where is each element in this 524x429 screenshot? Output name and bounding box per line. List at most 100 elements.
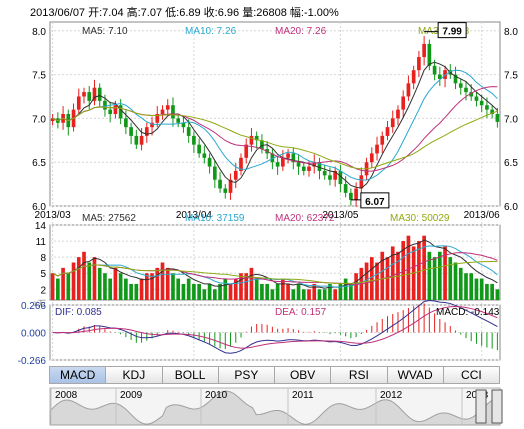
macd-value-label: MACD: -0.143 <box>436 307 500 318</box>
candle-body <box>212 166 217 180</box>
candle-body <box>249 135 254 145</box>
candle-body <box>317 162 322 171</box>
volume-bar <box>417 241 421 300</box>
volume-bar <box>385 257 390 300</box>
price-ma30-line <box>52 106 498 170</box>
candle-body <box>118 105 123 119</box>
volume-bar <box>338 283 343 300</box>
volume-bar <box>443 246 447 300</box>
price-y-tick-right: 7.0 <box>504 114 518 125</box>
volume-bar <box>176 278 181 300</box>
volume-bar <box>270 289 275 300</box>
candle-body <box>171 105 175 119</box>
candle-body <box>469 92 474 97</box>
tab-cci[interactable]: CCI <box>442 366 500 384</box>
candle-body <box>458 83 463 88</box>
candle-body <box>296 162 301 167</box>
candle-body <box>474 96 479 101</box>
tab-wvad[interactable]: WVAD <box>386 366 444 384</box>
macd-dea-label: DEA: 0.157 <box>275 307 327 318</box>
price-ma10-line <box>52 69 498 181</box>
volume-bar <box>207 283 212 300</box>
volume-bar <box>406 235 411 300</box>
volume-bar <box>134 283 139 300</box>
volume-bar <box>92 257 97 300</box>
candle-body <box>82 92 86 97</box>
candle-body <box>155 114 160 123</box>
tab-boll[interactable]: BOLL <box>161 366 219 384</box>
volume-bar <box>71 262 76 300</box>
volume-bar <box>343 278 348 300</box>
volume-bar <box>244 273 249 300</box>
price-ma-label: MA10: 7.26 <box>185 26 237 37</box>
volume-bar <box>87 262 92 300</box>
candle-body <box>228 179 233 193</box>
price-x-tick: 2013/05 <box>322 210 359 221</box>
price-ma-label: MA5: 7.10 <box>82 26 128 37</box>
candle-body <box>464 87 468 93</box>
candle-body <box>134 135 139 145</box>
candle-body <box>411 70 416 84</box>
candle-body <box>197 144 201 154</box>
volume-bar <box>97 267 102 300</box>
tab-kdj[interactable]: KDJ <box>105 366 163 384</box>
candle-body <box>108 109 113 114</box>
volume-bar <box>103 273 107 300</box>
tab-rsi[interactable]: RSI <box>330 366 388 384</box>
volume-bar <box>197 283 201 300</box>
overview-handle-left[interactable] <box>475 389 487 424</box>
volume-bar <box>124 278 128 300</box>
candle-body <box>129 127 133 136</box>
volume-y-tick: 2 <box>40 285 46 296</box>
price-panel <box>49 21 501 207</box>
candle-body <box>254 135 259 141</box>
volume-ma-label: MA10: 37159 <box>185 213 245 224</box>
volume-bar <box>349 283 353 300</box>
candle-body <box>380 135 385 145</box>
candle-body <box>270 153 275 163</box>
price-x-tick: 2013/06 <box>464 210 501 221</box>
volume-bar <box>202 289 207 300</box>
overview-year-label: 2010 <box>205 390 228 401</box>
overview-year-label: 2011 <box>292 390 314 401</box>
volume-bar <box>490 283 494 300</box>
candle-body <box>307 166 311 171</box>
tab-psy[interactable]: PSY <box>217 366 275 384</box>
volume-bar <box>150 273 154 300</box>
volume-bar <box>401 241 406 300</box>
candle-body <box>165 105 170 110</box>
candle-body <box>375 144 379 154</box>
volume-y-tick: 14 <box>35 221 47 232</box>
candle-body <box>396 109 400 119</box>
volume-bar <box>485 283 489 300</box>
volume-bar <box>448 257 453 300</box>
candle-body <box>233 170 238 180</box>
volume-ma-label: MA5: 27562 <box>82 213 136 224</box>
candle-body <box>328 175 332 180</box>
overview-handle-right[interactable] <box>491 389 503 424</box>
volume-bar <box>333 289 338 300</box>
macd-y-tick: 0.266 <box>21 301 46 312</box>
candle-body <box>333 170 338 180</box>
candle-body <box>218 179 222 189</box>
quote-header: 2013/06/07 开:7.04 高:7.07 低:6.89 收:6.96 量… <box>30 7 339 19</box>
price-x-tick: 2013/04 <box>176 210 213 221</box>
candle-body <box>150 122 154 128</box>
low-tag-box <box>360 192 390 209</box>
candle-body <box>291 153 296 163</box>
volume-bar <box>108 278 113 300</box>
volume-bar <box>160 262 165 300</box>
candle-body <box>385 127 390 136</box>
candle-body <box>390 118 395 128</box>
volume-bar <box>453 262 458 300</box>
candle-body <box>417 57 421 71</box>
candle-body <box>453 74 458 84</box>
volume-bar <box>291 289 296 300</box>
volume-bar <box>218 283 222 300</box>
candle-body <box>312 162 317 167</box>
volume-bar <box>458 267 463 300</box>
candle-body <box>369 153 374 163</box>
candle-body <box>113 105 118 114</box>
tab-macd[interactable]: MACD <box>49 366 107 384</box>
tab-obv[interactable]: OBV <box>274 366 332 384</box>
